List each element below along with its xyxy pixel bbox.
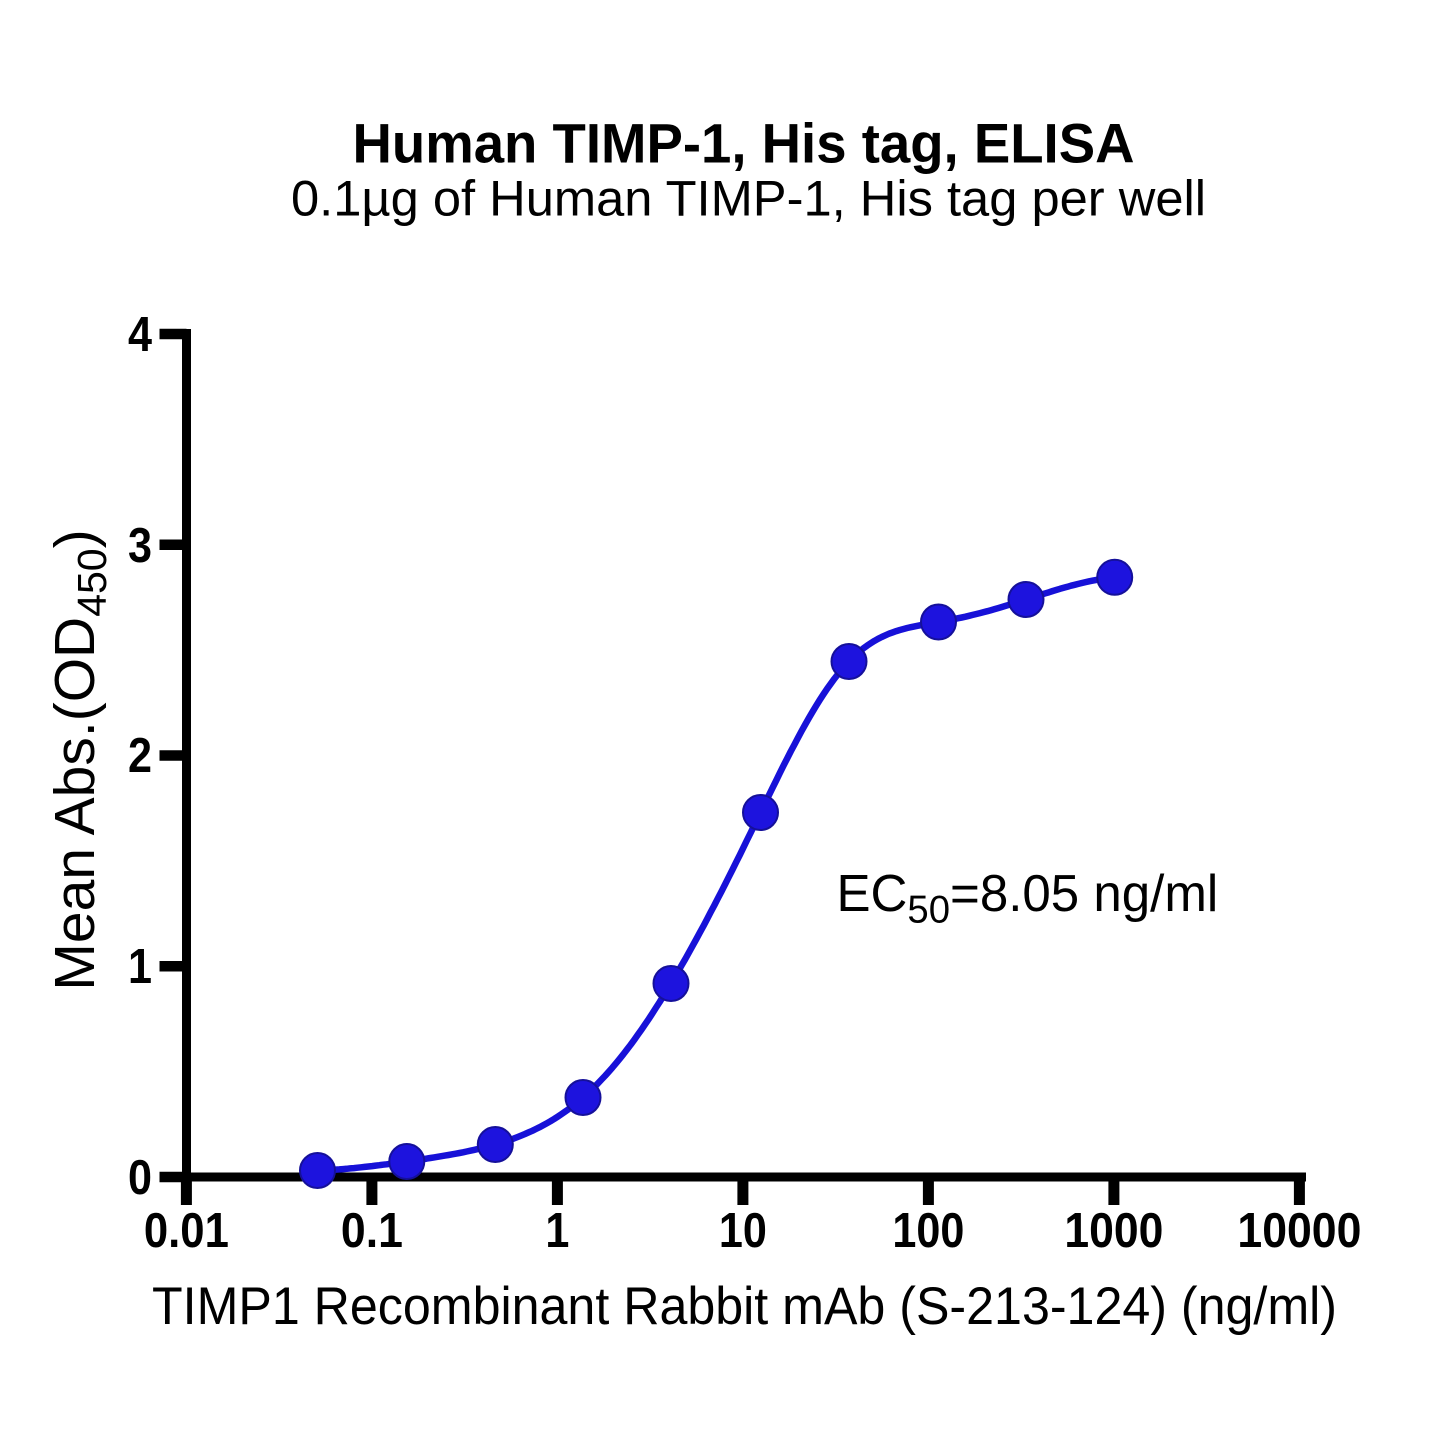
svg-text:100: 100 (892, 1204, 964, 1258)
svg-text:1: 1 (128, 940, 152, 994)
svg-text:0: 0 (128, 1151, 152, 1205)
svg-text:10000: 10000 (1237, 1204, 1361, 1258)
svg-text:0.1: 0.1 (341, 1204, 403, 1258)
svg-text:3: 3 (128, 519, 152, 573)
svg-text:4: 4 (128, 308, 152, 362)
svg-text:0.01: 0.01 (144, 1204, 229, 1258)
svg-text:2: 2 (128, 729, 152, 783)
svg-text:1000: 1000 (1064, 1204, 1163, 1258)
svg-text:0.1µg of Human TIMP-1, His tag: 0.1µg of Human TIMP-1, His tag per well (291, 171, 1206, 227)
svg-text:Human TIMP-1, His tag, ELISA: Human TIMP-1, His tag, ELISA (353, 113, 1135, 175)
svg-text:EC50=8.05 ng/ml: EC50=8.05 ng/ml (837, 864, 1219, 932)
svg-text:10: 10 (719, 1204, 767, 1258)
svg-text:TIMP1 Recombinant Rabbit mAb (: TIMP1 Recombinant Rabbit mAb (S-213-124)… (152, 1277, 1337, 1336)
svg-text:1: 1 (545, 1204, 569, 1258)
